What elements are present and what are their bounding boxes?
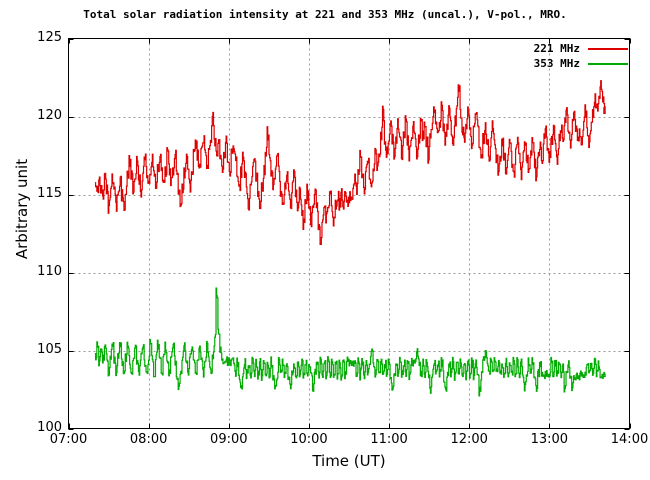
legend-label-353: 353 MHz <box>533 57 580 70</box>
y-tick-label: 100 <box>37 419 62 435</box>
gridlines <box>68 38 630 429</box>
axis-tick-marks <box>68 38 631 430</box>
x-tick-label: 13:00 <box>530 432 569 447</box>
x-tick-label: 07:00 <box>49 432 88 447</box>
page-title: Total solar radiation intensity at 221 a… <box>83 8 567 21</box>
legend-swatch-353 <box>588 62 628 65</box>
data-series <box>94 80 606 397</box>
x-tick-label: 11:00 <box>370 432 408 447</box>
y-tick-label: 120 <box>37 107 62 123</box>
y-tick-label: 115 <box>37 185 62 201</box>
y-tick-label: 105 <box>37 341 62 357</box>
x-tick-label: 09:00 <box>210 432 248 447</box>
x-axis-tick-labels: 07:00 08:00 09:00 10:00 11:00 12:00 13:00 14:00 <box>0 432 650 452</box>
chart-legend: 221 MHz 353 MHz <box>534 41 628 71</box>
legend-item-353: 353 MHz <box>534 56 628 71</box>
x-tick-label: 10:00 <box>290 432 328 447</box>
x-tick-label: 14:00 <box>610 432 649 447</box>
series-line-353-mhz <box>94 287 606 397</box>
legend-item-221: 221 MHz <box>534 41 628 56</box>
x-tick-label: 12:00 <box>450 432 488 447</box>
x-tick-label: 08:00 <box>129 432 168 447</box>
y-axis-tick-labels: 100 105 110 115 120 125 <box>26 0 62 480</box>
x-axis-label: Time (UT) <box>312 452 386 470</box>
legend-label-221: 221 MHz <box>533 42 580 55</box>
series-line-221-mhz <box>94 80 606 245</box>
legend-swatch-221 <box>588 47 628 50</box>
y-tick-label: 110 <box>37 263 62 279</box>
y-tick-label: 125 <box>37 29 62 45</box>
plot-frame <box>68 38 630 429</box>
